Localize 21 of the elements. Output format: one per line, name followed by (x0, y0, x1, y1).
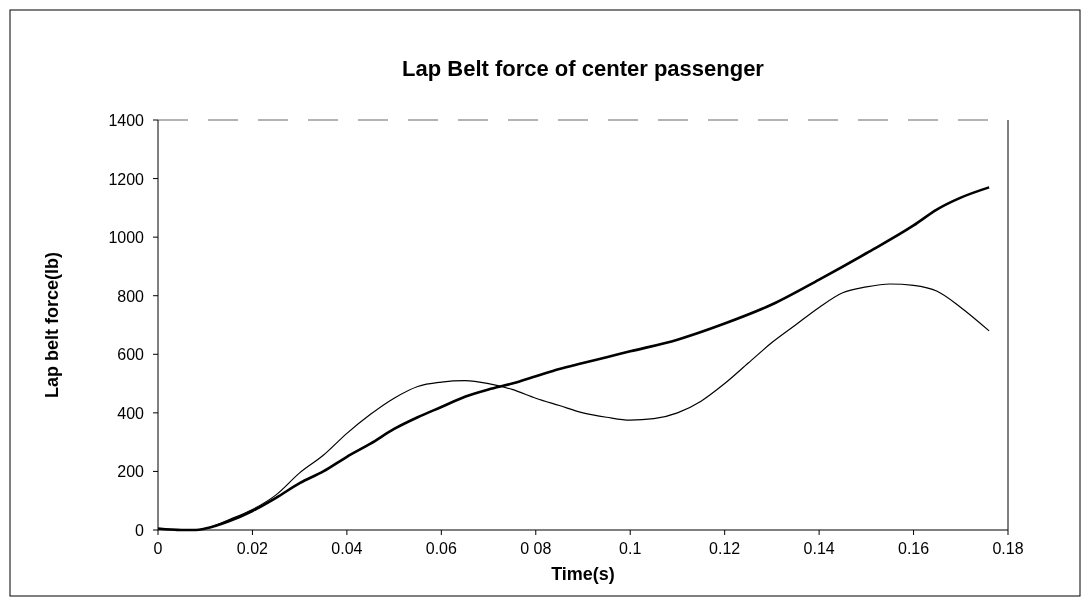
y-tick-label: 0 (135, 522, 145, 539)
x-axis-title: Time(s) (551, 564, 615, 584)
x-tick-label: 0.14 (803, 540, 835, 557)
x-tick-label: 0 (153, 540, 163, 557)
y-tick-label: 600 (117, 346, 145, 364)
chart-title: Lap Belt force of center passenger (402, 56, 765, 81)
y-tick-label: 200 (117, 463, 145, 481)
x-tick-label: 0.12 (709, 540, 741, 557)
y-tick-label: 1200 (108, 170, 145, 188)
y-tick-label: 400 (117, 404, 145, 422)
x-tick-label: 0 08 (520, 540, 552, 557)
y-tick-label: 800 (117, 287, 145, 305)
y-tick-label: 1400 (108, 112, 145, 129)
x-tick-label: 0.1 (619, 540, 642, 557)
x-tick-label: 0.18 (992, 540, 1024, 557)
y-tick-label: 1000 (108, 229, 145, 247)
y-axis-title: Lap belt force(lb) (42, 251, 62, 399)
x-tick-label: 0.06 (425, 540, 458, 557)
x-tick-label: 0.04 (331, 540, 363, 557)
x-tick-label: 0.02 (236, 540, 269, 557)
x-tick-label: 0.16 (897, 540, 930, 557)
